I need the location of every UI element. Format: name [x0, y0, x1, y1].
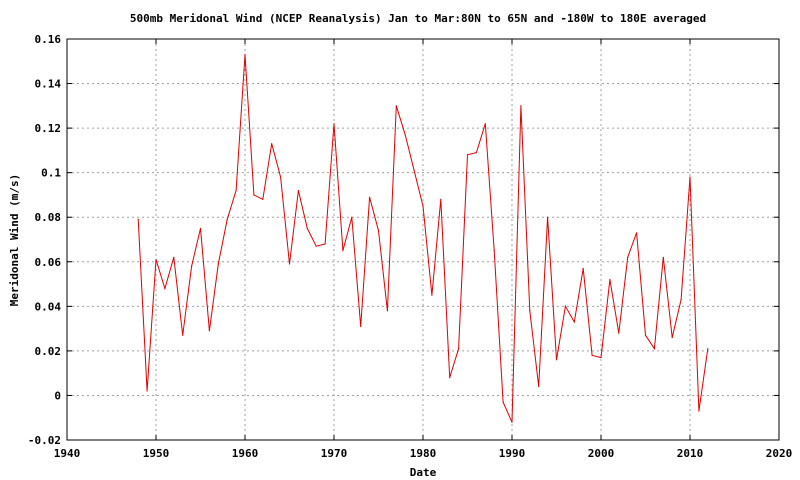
y-tick-label: 0.12	[35, 122, 62, 135]
data-point	[564, 305, 567, 307]
data-point	[360, 325, 362, 327]
data-point	[271, 143, 273, 145]
data-point	[547, 216, 549, 218]
series-layer	[137, 54, 709, 423]
x-tick-label: 2000	[588, 447, 615, 460]
data-point	[698, 410, 700, 412]
y-tick-label: 0.02	[35, 345, 62, 358]
data-point	[644, 334, 647, 336]
data-point	[502, 401, 504, 403]
data-point	[288, 263, 291, 265]
data-point	[422, 205, 424, 207]
data-point	[333, 123, 335, 125]
y-axis-label: Meridonal Wind (m/s)	[8, 174, 21, 306]
data-point	[199, 227, 202, 229]
data-point	[689, 176, 691, 178]
data-point	[591, 354, 593, 356]
x-tick-label: 1990	[499, 447, 526, 460]
plot-frame	[66, 38, 780, 441]
data-point	[671, 336, 673, 339]
data-point	[636, 232, 638, 234]
data-point	[680, 299, 682, 301]
data-point	[244, 54, 246, 56]
data-point	[324, 243, 326, 245]
x-axis-label: Date	[410, 466, 437, 479]
data-point	[653, 348, 656, 350]
data-point	[342, 250, 344, 252]
y-tick-label: 0.16	[35, 33, 62, 46]
data-point	[573, 321, 575, 323]
data-point	[351, 216, 353, 218]
data-point	[386, 310, 388, 312]
y-tick-label: 0.08	[35, 211, 62, 224]
data-point	[627, 256, 629, 258]
data-point	[484, 123, 486, 125]
x-tick-label: 1960	[232, 447, 259, 460]
data-point	[529, 310, 531, 312]
data-point	[164, 287, 166, 290]
data-point	[707, 348, 709, 350]
x-tick-label: 1980	[410, 447, 437, 460]
data-point	[137, 218, 139, 220]
data-point	[217, 263, 219, 265]
data-point	[262, 198, 264, 200]
y-tick-label: 0.14	[35, 78, 62, 91]
data-point	[466, 154, 469, 156]
data-point	[369, 196, 371, 198]
x-tick-label: 1940	[54, 447, 81, 460]
data-point	[475, 152, 477, 154]
data-point	[609, 279, 611, 281]
data-point	[662, 256, 664, 258]
data-point	[280, 176, 282, 178]
data-point	[315, 245, 317, 247]
axes: 1940 1950 1960 1970 1980 1990 2000 2010 2020 -0.0…	[28, 33, 792, 460]
x-tick-label: 1970	[321, 447, 348, 460]
data-point	[173, 256, 175, 258]
data-point	[208, 330, 210, 332]
data-point	[600, 357, 602, 359]
data-point	[538, 385, 540, 388]
data-point	[235, 189, 237, 192]
data-point	[618, 332, 620, 334]
data-point	[226, 218, 228, 220]
data-point	[431, 294, 433, 296]
data-point	[395, 105, 397, 107]
data-point	[253, 194, 255, 196]
y-tick-label: 0.1	[41, 167, 61, 180]
x-tick-label: 2010	[677, 447, 704, 460]
chart-title: 500mb Meridonal Wind (NCEP Reanalysis) J…	[130, 12, 706, 25]
y-tick-label: 0.06	[35, 256, 62, 269]
data-point	[377, 230, 380, 232]
data-point	[440, 198, 442, 200]
data-point	[458, 348, 460, 350]
y-tick-label: 0.04	[35, 300, 62, 313]
data-point	[555, 359, 558, 361]
data-point	[413, 169, 415, 171]
data-point	[306, 227, 308, 229]
data-point	[155, 258, 157, 261]
data-point	[146, 390, 148, 392]
data-point	[493, 250, 495, 252]
data-point	[511, 421, 513, 423]
x-tick-label: 2020	[766, 447, 793, 460]
data-point	[582, 267, 584, 270]
data-point	[449, 377, 451, 379]
y-tick-label: 0	[54, 389, 61, 402]
y-tick-label: -0.02	[28, 434, 61, 447]
data-point	[520, 105, 522, 107]
data-point	[297, 189, 299, 192]
grid	[67, 39, 779, 440]
data-point	[182, 334, 184, 336]
data-point	[404, 134, 406, 136]
data-point	[191, 265, 193, 267]
x-tick-label: 1950	[143, 447, 170, 460]
